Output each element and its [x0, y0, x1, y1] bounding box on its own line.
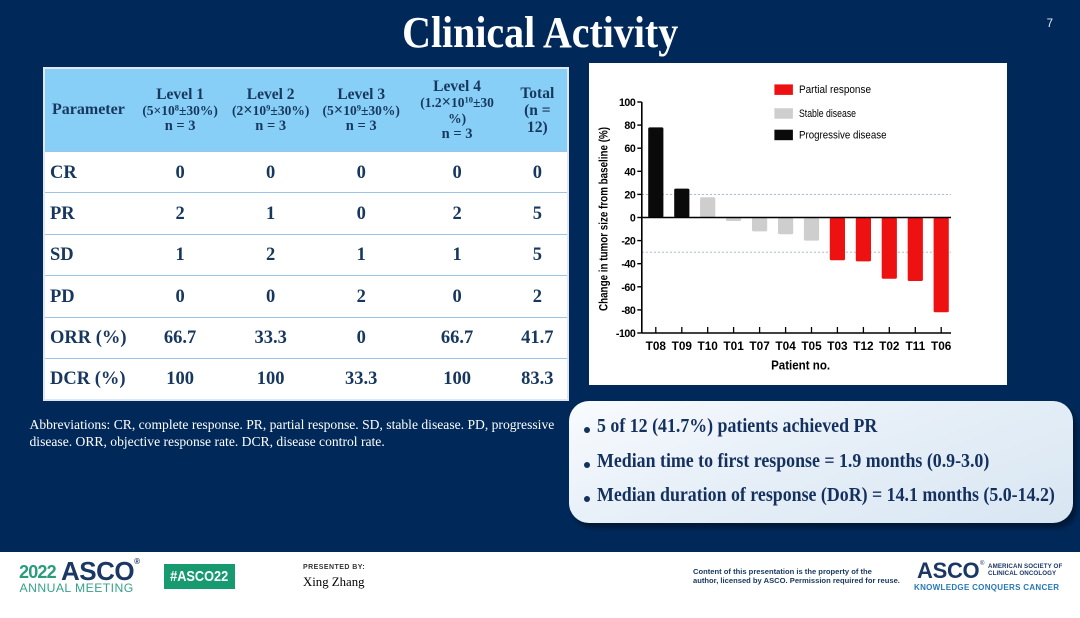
svg-text:80: 80	[624, 120, 635, 132]
svg-text:-80: -80	[621, 305, 636, 317]
svg-text:Change in tumor size from base: Change in tumor size from baseline (%)	[598, 127, 611, 311]
svg-text:100: 100	[619, 97, 636, 109]
svg-text:T05: T05	[801, 339, 822, 353]
svg-text:Progressive disease: Progressive disease	[799, 130, 887, 142]
svg-text:T10: T10	[698, 339, 719, 353]
svg-text:T09: T09	[672, 339, 693, 353]
svg-text:40: 40	[624, 166, 635, 178]
svg-text:T03: T03	[827, 339, 848, 353]
svg-text:20: 20	[624, 189, 635, 201]
svg-text:-20: -20	[621, 236, 636, 248]
svg-text:Stable disease: Stable disease	[799, 108, 856, 120]
svg-text:T08: T08	[646, 339, 667, 353]
svg-text:Patient no.: Patient no.	[771, 359, 830, 373]
svg-text:T04: T04	[775, 339, 796, 353]
svg-text:T12: T12	[853, 339, 874, 353]
svg-text:T07: T07	[749, 339, 770, 353]
svg-text:T06: T06	[931, 339, 952, 353]
svg-text:-40: -40	[621, 259, 636, 271]
svg-text:60: 60	[624, 143, 635, 155]
svg-text:T02: T02	[879, 339, 900, 353]
svg-text:T01: T01	[723, 339, 744, 353]
svg-text:T11: T11	[905, 339, 925, 353]
svg-text:-100: -100	[616, 328, 636, 340]
svg-text:Partial response: Partial response	[799, 84, 871, 96]
svg-text:0: 0	[630, 213, 636, 225]
svg-text:-60: -60	[621, 282, 636, 294]
